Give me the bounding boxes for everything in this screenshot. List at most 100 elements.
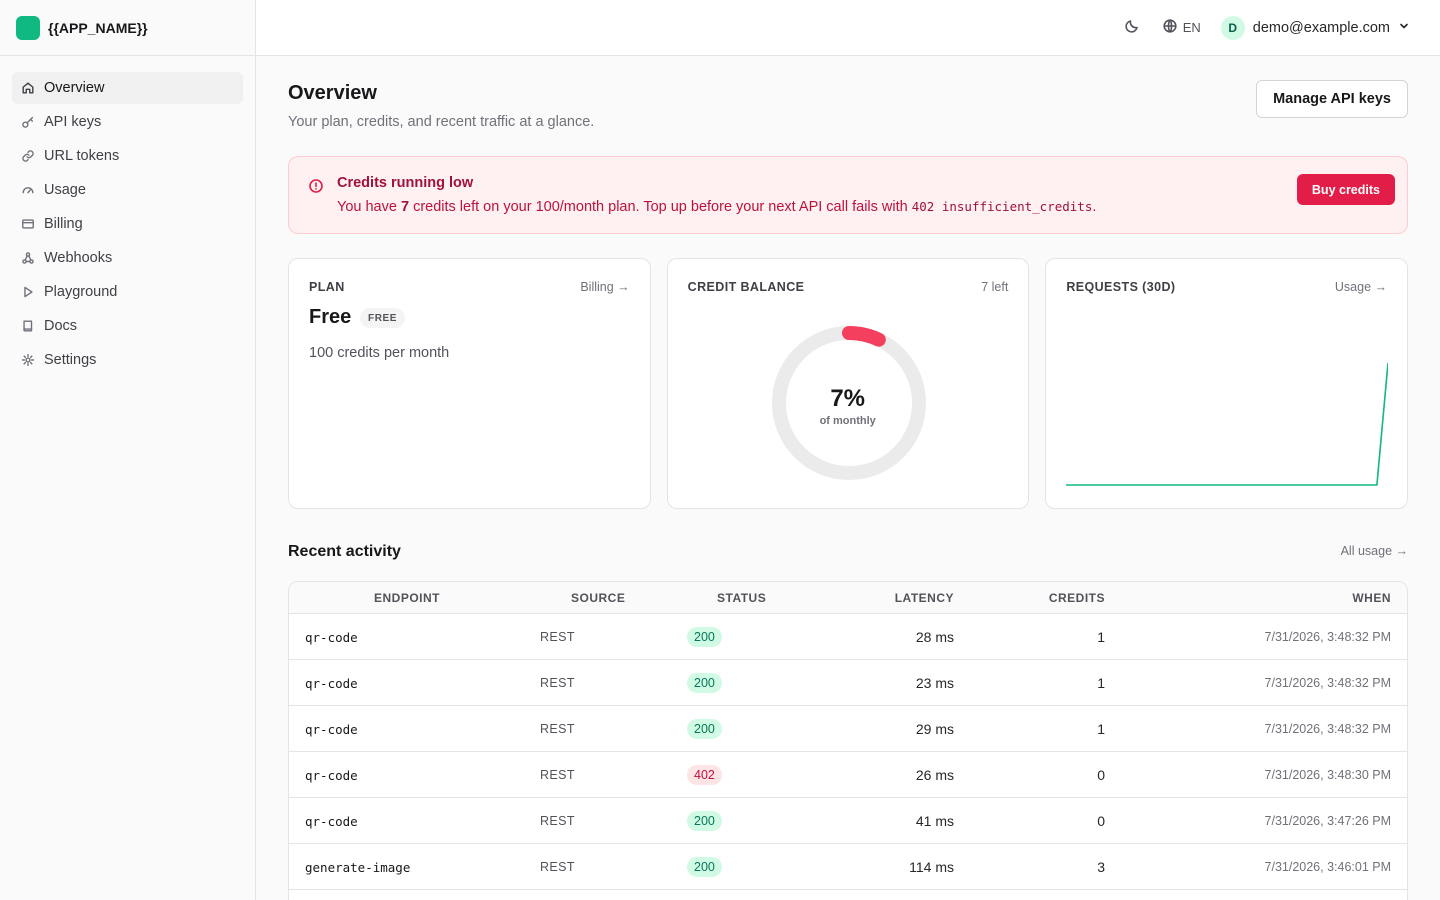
- row-credits: 1: [1097, 629, 1105, 645]
- row-endpoint: qr-code: [305, 676, 358, 691]
- row-source: REST: [540, 630, 575, 644]
- requests-sparkline: [1066, 362, 1389, 486]
- sidebar-item-webhooks[interactable]: Webhooks: [12, 242, 243, 274]
- theme-toggle-button[interactable]: [1124, 18, 1140, 37]
- row-endpoint: qr-code: [305, 814, 358, 829]
- card-label: REQUESTS (30D): [1066, 280, 1176, 294]
- alert-credits-left: 7: [400, 199, 410, 215]
- user-menu[interactable]: D demo@example.com: [1220, 15, 1410, 40]
- row-when: 7/31/2026, 3:47:26 PM: [1264, 814, 1391, 828]
- row-when: 7/31/2026, 3:48:32 PM: [1264, 722, 1391, 736]
- row-credits: 0: [1097, 767, 1105, 783]
- status-badge: 402: [687, 765, 722, 785]
- card-label: PLAN: [309, 280, 345, 294]
- column-header-endpoint: ENDPOINT: [374, 591, 441, 605]
- column-header-when: WHEN: [1352, 591, 1391, 605]
- row-credits: 0: [1097, 813, 1105, 829]
- sparkline-series: [1066, 362, 1389, 486]
- webhook-icon: [20, 250, 36, 266]
- app-name: {{APP_NAME}}: [48, 19, 148, 36]
- row-source: REST: [540, 722, 575, 736]
- billing-link[interactable]: Billing →: [580, 280, 630, 294]
- alert-circle-icon: [308, 178, 324, 194]
- table-row[interactable]: qr-code REST 402 26 ms 0 7/31/2026, 3:48:30 P…: [289, 752, 1407, 798]
- row-endpoint: qr-code: [305, 722, 358, 737]
- status-badge: 200: [687, 719, 722, 739]
- row-when: 7/31/2026, 3:48:32 PM: [1264, 676, 1391, 690]
- sidebar-item-label: Playground: [44, 284, 118, 300]
- main-content: Overview Your plan, credits, and recent …: [288, 56, 1409, 900]
- sidebar-item-playground[interactable]: Playground: [12, 276, 243, 308]
- row-endpoint: generate-image: [305, 860, 411, 875]
- row-latency: 28 ms: [915, 629, 954, 645]
- row-credits: 3: [1097, 859, 1105, 875]
- page-title: Overview: [288, 82, 377, 104]
- credit-percent-caption: of monthly: [819, 415, 876, 427]
- status-badge: 200: [687, 627, 722, 647]
- plan-description: 100 credits per month: [309, 345, 450, 361]
- column-header-status: STATUS: [717, 591, 767, 605]
- row-source: REST: [540, 814, 575, 828]
- manage-api-keys-button[interactable]: Manage API keys: [1256, 80, 1408, 118]
- row-when: 7/31/2026, 3:48:32 PM: [1264, 630, 1391, 644]
- all-usage-link[interactable]: All usage →: [1340, 544, 1408, 558]
- brand[interactable]: {{APP_NAME}}: [0, 0, 255, 56]
- row-source: REST: [540, 676, 575, 690]
- alert-text: You have: [337, 199, 401, 215]
- table-row[interactable]: generate-image REST 200 114 ms 3 7/31/2026, 3…: [289, 844, 1407, 890]
- app-logo: [16, 15, 40, 40]
- section-title: Recent activity: [288, 543, 401, 560]
- book-icon: [20, 318, 36, 334]
- row-latency: 41 ms: [915, 813, 954, 829]
- row-endpoint: qr-code: [305, 768, 358, 783]
- table-header: ENDPOINT SOURCE STATUS LATENCY CREDITS W…: [289, 582, 1407, 614]
- sidebar-item-billing[interactable]: Billing: [12, 208, 243, 240]
- row-source: REST: [540, 860, 575, 874]
- language-selector[interactable]: EN: [1162, 18, 1201, 37]
- sidebar-item-label: Overview: [44, 80, 105, 96]
- row-source: REST: [540, 768, 575, 782]
- topbar: EN D demo@example.com: [256, 0, 1440, 56]
- key-icon: [20, 114, 36, 130]
- column-header-source: SOURCE: [571, 591, 626, 605]
- row-endpoint: qr-code: [305, 630, 358, 645]
- sidebar-nav: Overview API keys URL tokens Usage Billi…: [0, 56, 255, 394]
- plan-card: PLAN Billing → Free FREE 100 credits per…: [288, 258, 651, 509]
- sidebar-item-docs[interactable]: Docs: [12, 310, 243, 342]
- table-row[interactable]: qr-code REST 200 23 ms 1 7/31/2026, 3:48:32 P…: [289, 660, 1407, 706]
- sidebar-item-label: Settings: [44, 352, 97, 368]
- table-row[interactable]: qr-code REST 200 29 ms 1 7/31/2026, 3:48:32 P…: [289, 706, 1407, 752]
- page-subtitle: Your plan, credits, and recent traffic a…: [288, 114, 595, 130]
- home-icon: [20, 80, 36, 96]
- status-badge: 200: [687, 673, 722, 693]
- alert-text: .: [1092, 199, 1097, 215]
- plan-name: Free: [309, 306, 352, 328]
- sidebar-item-url-tokens[interactable]: URL tokens: [12, 140, 243, 172]
- credits-left-text: 7 left: [981, 280, 1009, 294]
- status-badge: 200: [687, 811, 722, 831]
- sidebar-item-label: Webhooks: [44, 250, 113, 266]
- requests-card: REQUESTS (30D) Usage →: [1045, 258, 1409, 509]
- gear-icon: [20, 352, 36, 368]
- table-row[interactable]: qr-code REST 200 41 ms 0 7/31/2026, 3:47:26 P…: [289, 798, 1407, 844]
- language-label: EN: [1182, 20, 1201, 35]
- sidebar-item-label: URL tokens: [44, 148, 120, 164]
- usage-link[interactable]: Usage →: [1334, 280, 1388, 294]
- stat-cards: PLAN Billing → Free FREE 100 credits per…: [288, 258, 1409, 509]
- row-latency: 23 ms: [915, 675, 954, 691]
- buy-credits-button[interactable]: Buy credits: [1296, 174, 1395, 205]
- credit-balance-card: CREDIT BALANCE 7 left 7% of monthly: [666, 258, 1030, 509]
- globe-icon: [1162, 18, 1178, 37]
- sidebar-item-settings[interactable]: Settings: [12, 344, 243, 376]
- sidebar-item-usage[interactable]: Usage: [12, 174, 243, 206]
- credit-card-icon: [20, 216, 36, 232]
- alert-message: You have 7 credits left on your 100/mont…: [337, 199, 1096, 215]
- row-latency: 29 ms: [915, 721, 954, 737]
- row-latency: 26 ms: [915, 767, 954, 783]
- sidebar-item-overview[interactable]: Overview: [12, 72, 243, 104]
- alert-text: credits left on your 100/month plan. Top…: [409, 199, 912, 215]
- gauge-icon: [20, 182, 36, 198]
- table-row[interactable]: qr-code REST 200 28 ms 1 7/31/2026, 3:48:32 P…: [289, 614, 1407, 660]
- sidebar-item-api-keys[interactable]: API keys: [12, 106, 243, 138]
- row-when: 7/31/2026, 3:46:01 PM: [1264, 860, 1391, 874]
